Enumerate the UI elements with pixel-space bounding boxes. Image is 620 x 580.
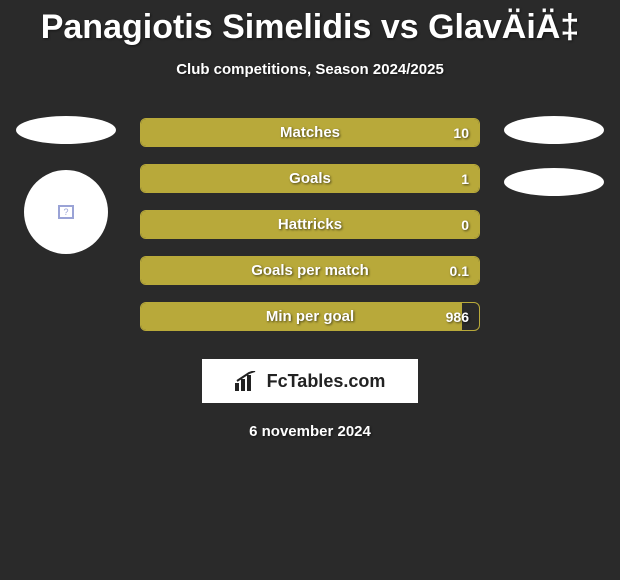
player-right-flag-ellipse (504, 116, 604, 144)
stat-bar-value: 1 (461, 165, 469, 192)
stat-bar-value: 0 (461, 211, 469, 238)
page-title: Panagiotis Simelidis vs GlavÄiÄ‡ (0, 0, 620, 47)
stat-bar: Hattricks 0 (140, 210, 480, 239)
stat-bar-label: Hattricks (141, 211, 479, 238)
player-left-flag-ellipse (16, 116, 116, 144)
footer-date: 6 november 2024 (0, 423, 620, 440)
stat-bar: Goals per match 0.1 (140, 256, 480, 285)
player-right-second-ellipse (504, 168, 604, 196)
stat-bar-label: Matches (141, 119, 479, 146)
stat-bar: Min per goal 986 (140, 302, 480, 331)
chart-icon (235, 371, 261, 391)
comparison-area: ? Matches 10 Goals 1 Hattricks 0 Goals p… (0, 118, 620, 331)
stat-bar-label: Goals per match (141, 257, 479, 284)
player-left-avatar: ? (24, 170, 108, 254)
stat-bar-value: 986 (446, 303, 469, 330)
player-left-column: ? (6, 116, 126, 254)
stat-bars: Matches 10 Goals 1 Hattricks 0 Goals per… (140, 118, 480, 331)
page-subtitle: Club competitions, Season 2024/2025 (0, 61, 620, 78)
stat-bar-value: 10 (453, 119, 469, 146)
stat-bar: Goals 1 (140, 164, 480, 193)
footer-logo: FcTables.com (202, 359, 418, 403)
stat-bar-value: 0.1 (450, 257, 469, 284)
stat-bar-label: Min per goal (141, 303, 479, 330)
avatar-placeholder-icon: ? (58, 205, 74, 219)
footer-logo-text: FcTables.com (267, 371, 386, 392)
stat-bar-label: Goals (141, 165, 479, 192)
player-right-column (494, 116, 614, 196)
stat-bar: Matches 10 (140, 118, 480, 147)
